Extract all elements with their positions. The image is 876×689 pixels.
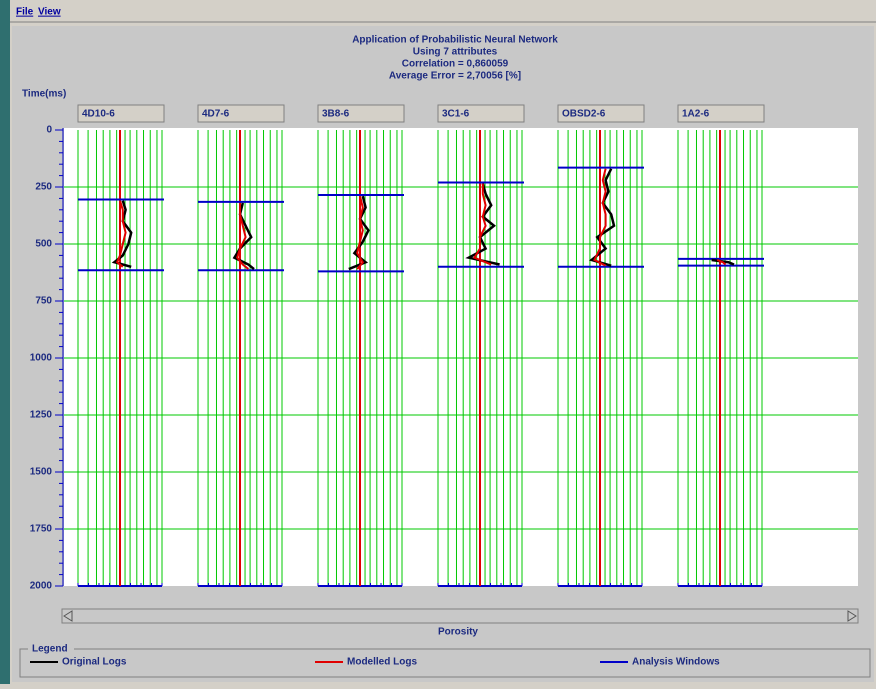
menu-file[interactable]: File <box>16 7 34 18</box>
legend-label: Analysis Windows <box>632 657 720 668</box>
legend-title: Legend <box>32 644 68 655</box>
title-line: Average Error = 2,70056 [%] <box>389 71 521 82</box>
menu-view[interactable]: View <box>38 7 61 18</box>
original-log <box>465 183 500 266</box>
track-header <box>557 104 645 123</box>
y-tick-label: 1000 <box>30 353 53 364</box>
track-header <box>317 104 405 123</box>
track-header <box>197 104 285 123</box>
track-name: 4D10-6 <box>82 109 115 120</box>
menu-bar <box>10 0 876 22</box>
legend-label: Modelled Logs <box>347 657 417 668</box>
legend-title-bg <box>28 643 74 655</box>
track-name: 3C1-6 <box>442 109 470 120</box>
modelled-log <box>472 183 492 266</box>
y-tick-label: 250 <box>35 182 52 193</box>
modelled-log <box>716 259 727 266</box>
track-header <box>677 104 765 123</box>
modelled-log <box>236 202 250 270</box>
modelled-log <box>356 195 365 270</box>
y-tick-label: 0 <box>46 125 52 136</box>
y-axis-label: Time(ms) <box>22 89 66 100</box>
track-header <box>437 104 525 123</box>
track-name: 4D7-6 <box>202 109 230 120</box>
scroll-right[interactable] <box>847 610 857 622</box>
track-header <box>77 104 165 123</box>
track-name: 1A2-6 <box>682 109 710 120</box>
y-tick-label: 2000 <box>30 581 53 592</box>
original-log <box>588 168 616 267</box>
y-tick-label: 1250 <box>30 410 53 421</box>
title-line: Using 7 attributes <box>413 47 498 58</box>
legend-label: Original Logs <box>62 657 127 668</box>
y-tick-label: 750 <box>35 296 52 307</box>
modelled-log <box>593 168 607 267</box>
title-line: Correlation = 0,860059 <box>402 59 509 70</box>
original-log <box>348 195 370 271</box>
scrollbar[interactable] <box>61 608 859 624</box>
legend-box <box>19 648 871 678</box>
modelled-log <box>115 200 127 268</box>
scroll-left[interactable] <box>63 610 73 622</box>
original-log <box>111 200 133 269</box>
x-axis-label: Porosity <box>438 627 478 638</box>
track-name: OBSD2-6 <box>562 109 606 120</box>
plot-area <box>64 128 858 586</box>
title-line: Application of Probabilistic Neural Netw… <box>352 35 558 46</box>
y-tick-label: 500 <box>35 239 52 250</box>
left-border <box>0 0 10 684</box>
y-tick-label: 1500 <box>30 467 53 478</box>
track-name: 3B8-6 <box>322 109 350 120</box>
y-tick-label: 1750 <box>30 524 53 535</box>
